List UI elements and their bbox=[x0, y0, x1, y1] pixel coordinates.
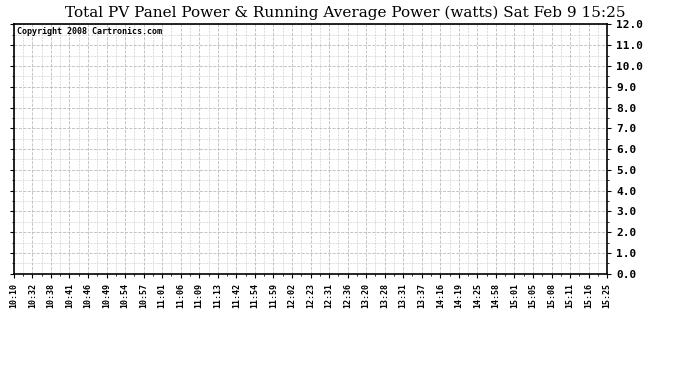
Text: Total PV Panel Power & Running Average Power (watts) Sat Feb 9 15:25: Total PV Panel Power & Running Average P… bbox=[65, 6, 625, 20]
Text: Copyright 2008 Cartronics.com: Copyright 2008 Cartronics.com bbox=[17, 27, 161, 36]
